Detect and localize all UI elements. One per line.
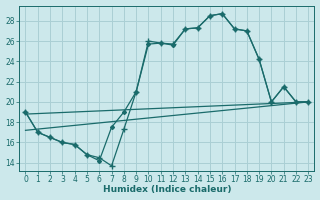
X-axis label: Humidex (Indice chaleur): Humidex (Indice chaleur)	[103, 185, 231, 194]
